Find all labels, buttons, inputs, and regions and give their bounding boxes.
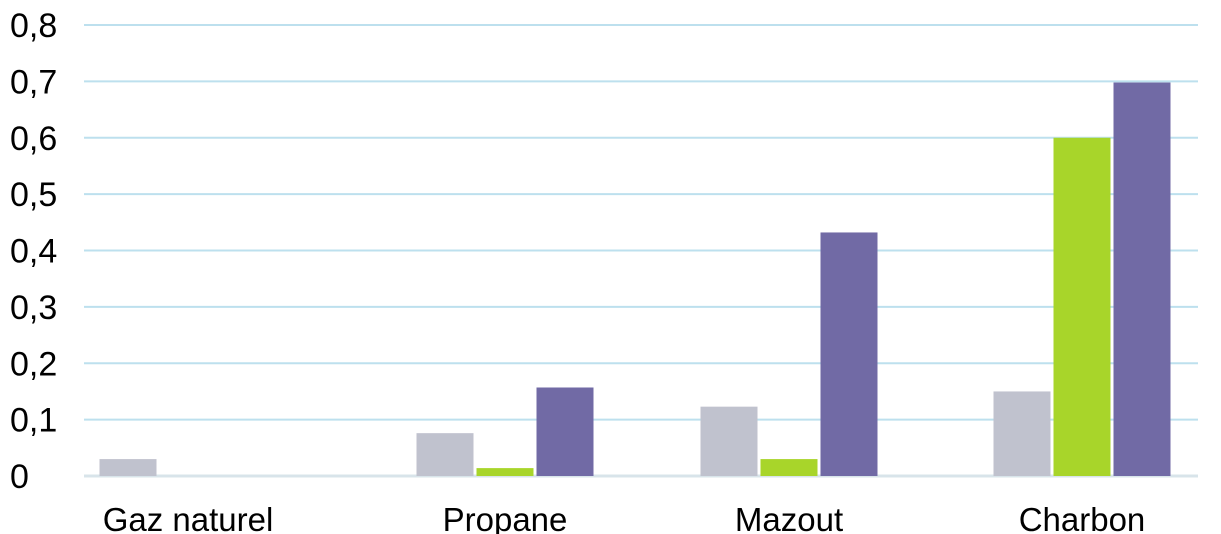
bar (416, 433, 474, 476)
bars (99, 82, 1171, 476)
y-tick-label: 0,4 (10, 233, 57, 271)
x-axis-categories: Gaz naturel Propane Mazout Charbon (103, 501, 1146, 534)
y-tick-label: 0,8 (10, 7, 57, 45)
bar (476, 468, 534, 476)
bar (760, 459, 818, 476)
bar (820, 232, 878, 476)
x-category-label: Charbon (1019, 501, 1146, 534)
y-tick-label: 0,1 (10, 402, 57, 440)
bar (1053, 137, 1111, 476)
y-tick-label: 0,2 (10, 345, 57, 383)
x-category-label: Propane (443, 501, 568, 534)
y-tick-label: 0,3 (10, 289, 57, 327)
y-tick-label: 0 (10, 458, 29, 496)
y-tick-label: 0,7 (10, 63, 57, 101)
y-tick-label: 0,5 (10, 176, 57, 214)
bar (1113, 82, 1171, 476)
y-axis-ticks: 0 0,1 0,2 0,3 0,4 0,5 0,6 0,7 0,8 (10, 7, 57, 496)
y-tick-label: 0,6 (10, 120, 57, 158)
bar (993, 391, 1051, 476)
bar (99, 459, 157, 476)
x-category-label: Gaz naturel (103, 501, 274, 534)
bar (536, 387, 594, 476)
bar (700, 406, 758, 476)
x-category-label: Mazout (735, 501, 843, 534)
